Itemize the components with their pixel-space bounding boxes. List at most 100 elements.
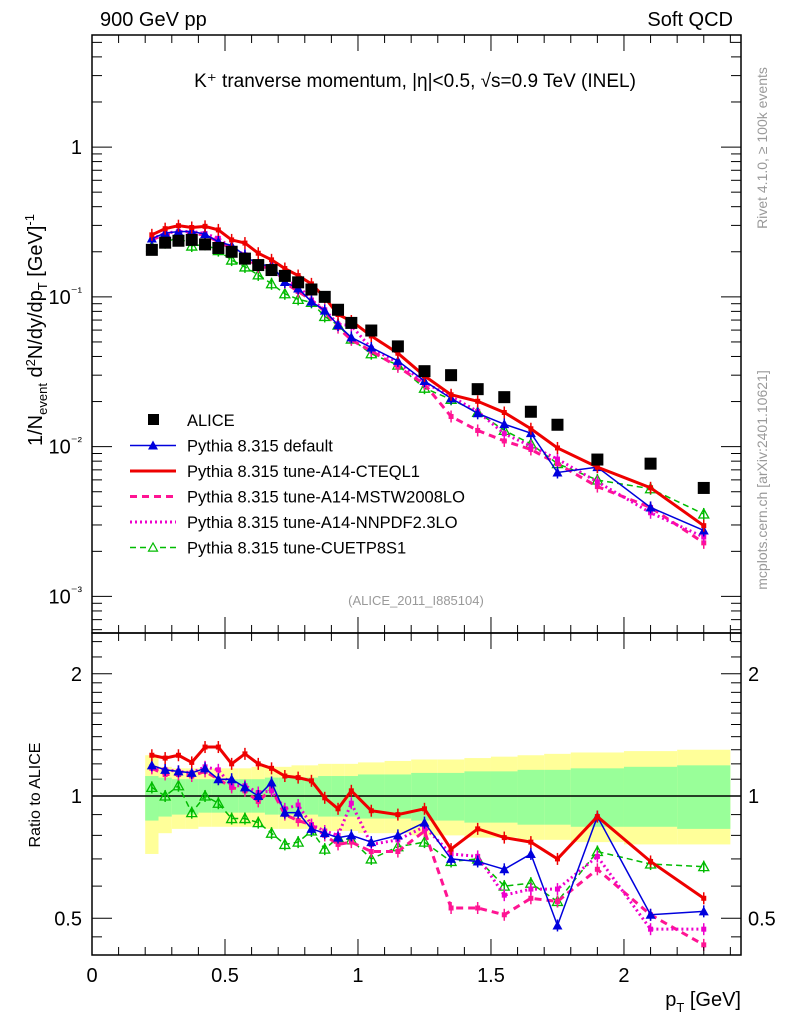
- series-2-ratio-point: [295, 818, 301, 824]
- alice-data-point: [172, 234, 185, 247]
- legend-item: Pythia 8.315 tune-A14-CTEQL1: [130, 463, 420, 481]
- legend-item: ALICE: [148, 412, 235, 430]
- series-1-ratio-point: [242, 751, 248, 757]
- legend: ALICE Pythia 8.315 default Pythia 8.315 tu…: [130, 412, 465, 558]
- series-1-main-point: [215, 227, 221, 233]
- series-3-main-point: [501, 431, 507, 437]
- legend-marker: [147, 541, 159, 552]
- series-4-ratio-point: [318, 842, 331, 854]
- series-0-ratio-point: [698, 906, 709, 916]
- series-4-main-point: [278, 287, 291, 299]
- series-0-ratio-point: [146, 760, 157, 770]
- series-0-main-point: [200, 229, 211, 239]
- series-1-ratio-point: [175, 752, 181, 758]
- legend-label: Pythia 8.315 default: [187, 438, 333, 456]
- legend-label: ALICE: [187, 412, 235, 430]
- series-0-ratio-point: [366, 837, 377, 847]
- series-0-ratio-point: [525, 848, 536, 858]
- series-3-main-point: [554, 456, 560, 462]
- alice-data-point: [345, 316, 358, 329]
- series-4-ratio-point: [185, 806, 198, 818]
- series-1-ratio-point: [421, 806, 427, 812]
- series-2-ratio-point: [554, 898, 560, 904]
- series-4-main-point: [238, 260, 252, 272]
- series-1-ratio-point: [269, 765, 275, 771]
- legend-marker: [148, 440, 158, 450]
- series-0-ratio-point: [392, 830, 403, 840]
- series-1-main-point: [175, 223, 181, 229]
- alice-data-point: [318, 290, 331, 303]
- alice-data-point: [418, 365, 431, 378]
- ratio-band-inner: [517, 769, 545, 825]
- ratio-marks: [92, 741, 741, 951]
- series-3-ratio-point: [528, 886, 534, 892]
- series-1-ratio-point: [554, 856, 560, 862]
- x-tick-label: 2: [618, 965, 629, 987]
- series-0-main-point: [333, 320, 344, 330]
- alice-data-point: [524, 405, 537, 418]
- series-1-main-point: [242, 240, 248, 246]
- series-1-ratio-point: [282, 773, 288, 779]
- series-0-ratio-point: [419, 817, 430, 827]
- legend-label: Pythia 8.315 tune-A14-CTEQL1: [187, 463, 420, 481]
- series-1-main-point: [255, 250, 261, 256]
- series-1-main-point: [269, 257, 275, 263]
- x-tick-label: 0: [86, 965, 97, 987]
- series-2-ratio-point: [395, 849, 401, 855]
- series-0-main-point: [499, 419, 510, 429]
- ratio-frame: [91, 632, 742, 956]
- series-3-main-point: [528, 443, 534, 449]
- series-1-main-point: [594, 464, 600, 470]
- series-0-ratio-point: [319, 828, 330, 838]
- series-0-ratio-point: [266, 777, 277, 787]
- series-0-ratio-point: [472, 856, 483, 866]
- series-4-main-point: [225, 253, 238, 265]
- ratio-y-tick-label: 0.5: [54, 908, 82, 930]
- series-2-ratio-point: [348, 839, 354, 845]
- main-ylabel: 1/Nevent d2N/dy/dpT [GeV]-1: [22, 214, 50, 446]
- series-0-ratio-point: [239, 782, 250, 792]
- svg-text:mcplots.cern.ch [arXiv:2401.10: mcplots.cern.ch [arXiv:2401.10621]: [754, 370, 770, 589]
- series-1-main-point: [189, 225, 195, 231]
- series-0-ratio-point: [200, 763, 211, 773]
- series-0-ratio-point: [226, 774, 237, 784]
- series-0-main-point: [472, 408, 483, 418]
- series-4-ratio-point: [198, 789, 212, 801]
- alice-data-point: [365, 324, 378, 337]
- series-1-ratio-point: [295, 775, 301, 781]
- alice-data-point: [199, 238, 212, 251]
- alice-data-point: [212, 241, 225, 254]
- series-1-main-point: [282, 266, 288, 272]
- svg-text:Rivet 4.1.0, ≥ 100k events: Rivet 4.1.0, ≥ 100k events: [754, 67, 770, 229]
- series-4-ratio-point: [159, 789, 172, 801]
- alice-data-point: [697, 481, 710, 494]
- alice-data-point: [445, 369, 458, 382]
- series-1-ratio-point: [202, 744, 208, 750]
- series-2-ratio-point: [501, 912, 507, 918]
- alice-data-point: [145, 243, 158, 256]
- series-1-ratio-point: [229, 761, 235, 767]
- series-1-main-point: [528, 426, 534, 432]
- series-1-ratio-point: [368, 808, 374, 814]
- series-4-ratio-point: [172, 779, 185, 791]
- series-0-ratio-point: [213, 774, 224, 784]
- series-4-ratio-point: [265, 826, 278, 838]
- series-1-ratio-point: [528, 839, 534, 845]
- series-2-ratio-point: [335, 841, 341, 847]
- series-1-main-point: [162, 226, 168, 232]
- series-2-ratio-point: [368, 849, 374, 855]
- series-1-ratio-point: [475, 826, 481, 832]
- series-4-ratio-point: [697, 860, 710, 872]
- series-4-ratio-point: [365, 852, 378, 864]
- ratio-band-inner: [464, 771, 491, 823]
- series-0-ratio-point: [306, 823, 317, 833]
- series-0-main-point: [346, 332, 357, 342]
- series-3-ratio-point: [554, 886, 560, 892]
- y-tick-label: 10⁻³: [49, 583, 83, 608]
- series-0-main-point: [645, 502, 656, 512]
- y-tick-label: 1: [71, 137, 82, 159]
- series-1-ratio-point: [594, 814, 600, 820]
- series-1-main-point: [149, 232, 155, 238]
- header-left-label: 900 GeV pp: [100, 9, 207, 31]
- series-1-ratio-point: [348, 788, 354, 794]
